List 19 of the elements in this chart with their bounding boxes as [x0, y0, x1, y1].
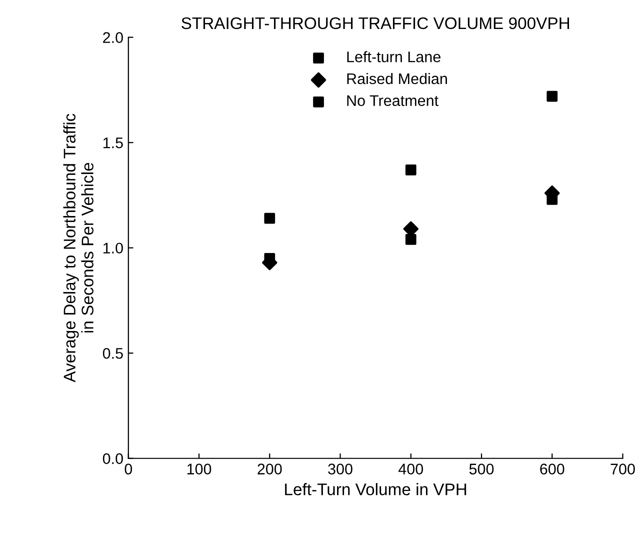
legend-label: No Treatment — [347, 95, 438, 106]
y-tick-label: 1.0 — [103, 242, 123, 254]
legend-label: Raised Median — [347, 72, 447, 84]
chart-title: STRAIGHT-THROUGH TRAFFIC VOLUME 900VPH — [182, 17, 569, 30]
x-axis-title: Left-Turn Volume in VPH — [285, 483, 466, 496]
x-tick-label: 100 — [187, 464, 212, 474]
x-tick-label: 600 — [540, 464, 564, 474]
y-axis-title: Average Delay to Northbound Traffic in Seconds Per Vehicle — [63, 114, 94, 382]
x-tick-label: 700 — [610, 464, 635, 474]
y-tick-label: 0.5 — [102, 348, 123, 359]
y-tick-label: 1.5 — [103, 138, 123, 148]
y-tick-label: 0.0 — [102, 453, 123, 464]
legend-label: Left-turn Lane — [347, 51, 440, 62]
x-tick-label: 400 — [398, 464, 424, 474]
x-tick-label: 0 — [124, 464, 132, 474]
x-tick-label: 500 — [469, 464, 494, 474]
x-tick-label: 300 — [328, 464, 352, 474]
y-tick-label: 2.0 — [103, 32, 123, 43]
x-tick-label: 200 — [258, 464, 282, 474]
